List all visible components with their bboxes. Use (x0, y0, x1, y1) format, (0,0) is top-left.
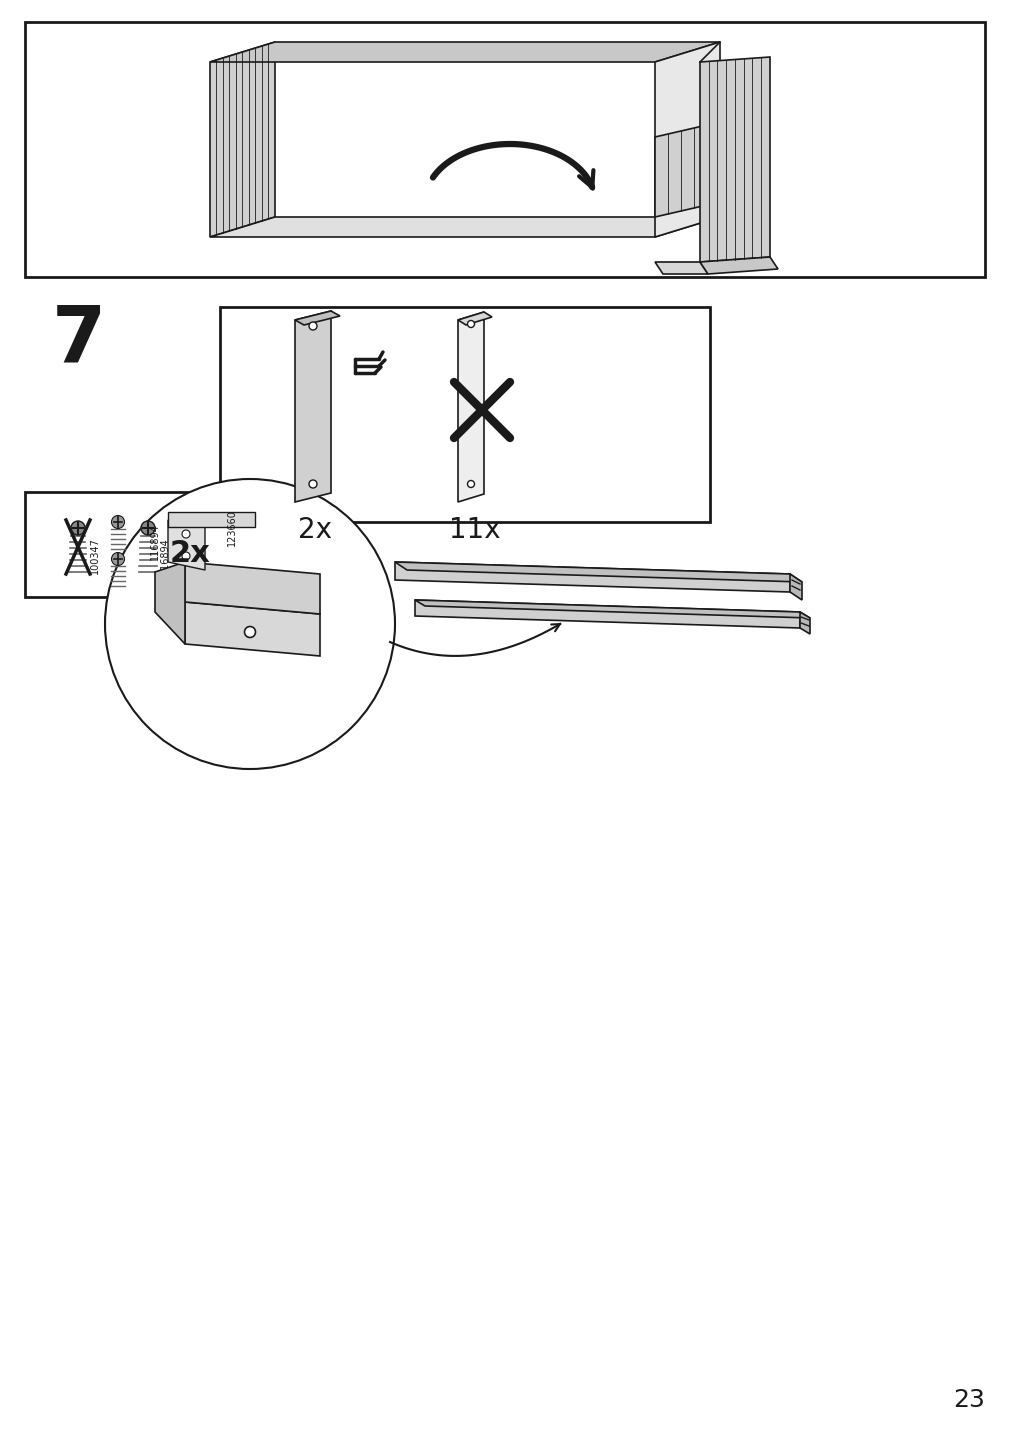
Circle shape (71, 521, 85, 536)
Circle shape (111, 516, 124, 528)
Polygon shape (700, 256, 777, 274)
Text: 116894: 116894 (150, 523, 160, 560)
Polygon shape (210, 218, 719, 238)
Text: 100347: 100347 (90, 537, 100, 574)
Circle shape (182, 551, 190, 560)
Text: 116894: 116894 (160, 537, 170, 574)
Polygon shape (168, 513, 255, 527)
Bar (25, 493, 224, 597)
Bar (219, 306, 710, 523)
Polygon shape (210, 42, 719, 62)
Circle shape (111, 553, 124, 566)
Circle shape (467, 481, 474, 487)
Circle shape (141, 521, 155, 536)
Circle shape (308, 322, 316, 329)
Polygon shape (295, 311, 331, 503)
Circle shape (182, 530, 190, 538)
Polygon shape (800, 611, 809, 634)
Text: 7: 7 (52, 302, 106, 378)
Circle shape (245, 626, 255, 637)
Polygon shape (654, 42, 719, 238)
Polygon shape (790, 574, 801, 600)
Circle shape (467, 321, 474, 328)
Polygon shape (654, 262, 708, 274)
Text: 23: 23 (952, 1388, 984, 1412)
Polygon shape (168, 520, 205, 570)
Polygon shape (458, 312, 491, 325)
Circle shape (308, 480, 316, 488)
Circle shape (105, 478, 394, 769)
Polygon shape (654, 122, 719, 218)
Polygon shape (415, 600, 809, 619)
Polygon shape (185, 561, 319, 614)
Text: 11x: 11x (449, 516, 500, 544)
Text: 123660: 123660 (226, 508, 237, 546)
Bar (25, 21, 984, 276)
Polygon shape (210, 42, 275, 238)
Polygon shape (295, 311, 340, 325)
Polygon shape (394, 561, 801, 581)
Polygon shape (700, 57, 769, 262)
Polygon shape (185, 601, 319, 656)
Polygon shape (155, 561, 185, 644)
Text: 2x: 2x (297, 516, 332, 544)
Polygon shape (394, 561, 790, 591)
Text: 2x: 2x (170, 540, 210, 569)
Polygon shape (458, 312, 483, 503)
Polygon shape (415, 600, 800, 629)
